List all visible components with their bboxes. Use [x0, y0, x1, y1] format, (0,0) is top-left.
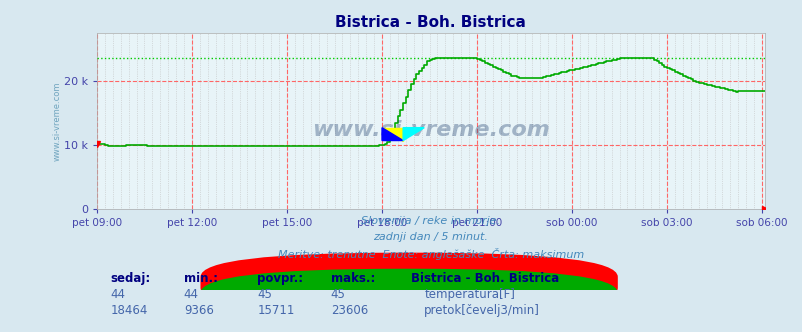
Text: www.si-vreme.com: www.si-vreme.com [52, 81, 61, 161]
Polygon shape [403, 128, 423, 140]
Text: Slovenija / reke in morje.: Slovenija / reke in morje. [361, 216, 500, 226]
Text: 9366: 9366 [184, 304, 213, 317]
Text: www.si-vreme.com: www.si-vreme.com [312, 120, 549, 140]
Text: 44: 44 [184, 288, 199, 301]
Text: sedaj:: sedaj: [110, 272, 151, 285]
Text: 45: 45 [257, 288, 272, 301]
Text: min.:: min.: [184, 272, 217, 285]
Polygon shape [382, 128, 403, 140]
Text: pretok[čevelj3/min]: pretok[čevelj3/min] [423, 304, 540, 317]
Title: Bistrica - Boh. Bistrica: Bistrica - Boh. Bistrica [335, 15, 525, 30]
FancyBboxPatch shape [200, 253, 617, 312]
Text: 23606: 23606 [330, 304, 367, 317]
Text: zadnji dan / 5 minut.: zadnji dan / 5 minut. [373, 232, 488, 242]
Polygon shape [382, 128, 403, 140]
Text: povpr.:: povpr.: [257, 272, 303, 285]
Text: temperatura[F]: temperatura[F] [423, 288, 514, 301]
Text: Meritve: trenutne  Enote: anglešaške  Črta: maksimum: Meritve: trenutne Enote: anglešaške Črta… [277, 248, 583, 260]
Text: 45: 45 [330, 288, 345, 301]
Text: 44: 44 [110, 288, 125, 301]
Text: maks.:: maks.: [330, 272, 375, 285]
Text: 18464: 18464 [110, 304, 148, 317]
FancyBboxPatch shape [200, 269, 617, 328]
Text: Bistrica - Boh. Bistrica: Bistrica - Boh. Bistrica [411, 272, 558, 285]
Text: 15711: 15711 [257, 304, 294, 317]
